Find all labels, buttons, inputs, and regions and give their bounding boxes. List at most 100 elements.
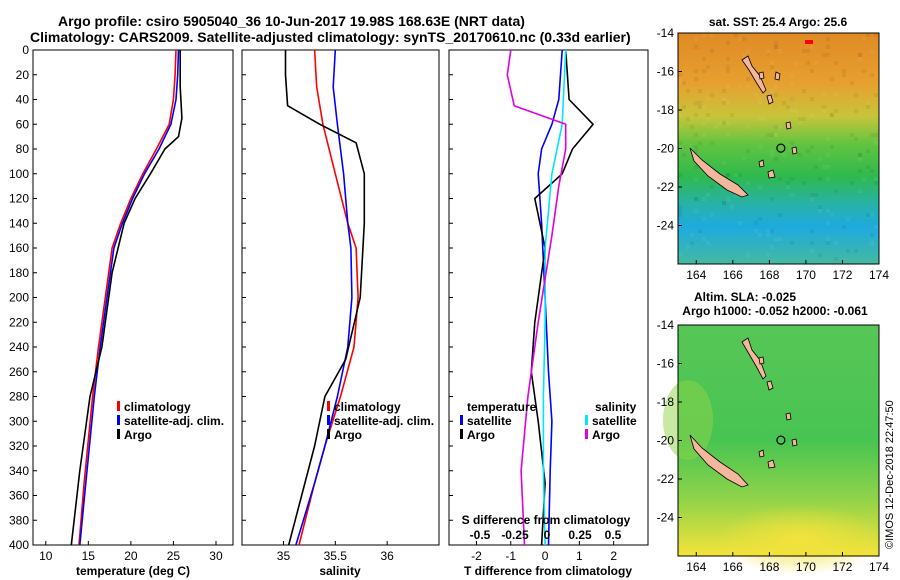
sst-pixel	[822, 165, 826, 169]
sst-pixel	[694, 69, 698, 73]
legend-s-argo: Argo	[592, 428, 620, 442]
sst-pixel	[770, 65, 774, 69]
sst-pixel	[866, 165, 870, 169]
x-tick-label: 25	[167, 549, 181, 563]
temperature-xlabel: temperature (deg C)	[76, 564, 190, 578]
sst-pixel	[694, 133, 698, 137]
sst-pixel	[714, 125, 718, 129]
sst-longitude-axis: 164 166 168 170 172 174	[686, 260, 889, 282]
sst-pixel	[834, 193, 838, 197]
x-tick-label: 35	[277, 549, 291, 563]
depth-tick-label: 300	[9, 414, 29, 428]
sst-pixel	[866, 105, 870, 109]
lon-tick-label: 164	[686, 560, 706, 574]
sst-pixel	[778, 49, 782, 53]
sst-pixel	[826, 165, 830, 169]
sst-pixel	[806, 49, 810, 53]
sst-pixel	[790, 177, 794, 181]
x-tick-label: 35.5	[324, 549, 348, 563]
sst-pixel	[726, 41, 730, 45]
sst-pixel	[842, 225, 846, 229]
sst-pixel	[734, 193, 738, 197]
sst-pixel	[858, 57, 862, 61]
sst-pixel	[818, 209, 822, 213]
sst-pixel	[726, 101, 730, 105]
lat-tick-label: -14	[657, 26, 675, 40]
sst-pixel	[870, 241, 874, 245]
sst-pixel	[678, 125, 682, 129]
lon-tick-label: 174	[869, 560, 889, 574]
sst-pixel	[766, 53, 770, 57]
legend-climatology: climatology	[334, 400, 401, 414]
legend-swatch-climatology	[327, 401, 330, 411]
sst-pixel	[686, 245, 690, 249]
sst-pixel	[866, 101, 870, 105]
sst-pixel	[826, 221, 830, 225]
sst-pixel	[758, 217, 762, 221]
x-tick-label: 0	[542, 549, 549, 563]
x-tick-label: 2	[610, 549, 617, 563]
legend-swatch-satellite	[327, 415, 330, 425]
sst-pixel	[702, 217, 706, 221]
series-temperature-satellite	[537, 49, 563, 546]
sst-pixel	[814, 165, 818, 169]
sst-pixel	[698, 229, 702, 233]
legend-argo: Argo	[334, 428, 362, 442]
sst-pixel	[762, 117, 766, 121]
lon-tick-label: 168	[759, 560, 779, 574]
sst-pixel	[694, 197, 698, 201]
sst-pixel	[814, 193, 818, 197]
sst-pixel	[698, 89, 702, 93]
sst-pixel	[678, 173, 682, 177]
s-tick: 0.5	[605, 528, 622, 542]
depth-tick-label: 160	[9, 241, 29, 255]
sst-pixel	[822, 109, 826, 113]
sst-pixel	[790, 141, 794, 145]
s-tick: -0.5	[470, 528, 491, 542]
difference-series	[449, 49, 594, 546]
sst-pixel	[806, 149, 810, 153]
sst-pixel	[726, 197, 730, 201]
sst-pixel	[770, 229, 774, 233]
s-tick: -0.25	[501, 528, 529, 542]
series-argo	[70, 50, 183, 546]
lat-tick-label: -16	[657, 65, 675, 79]
legend-t-argo: Argo	[467, 428, 495, 442]
sst-pixel	[698, 101, 702, 105]
sst-pixel	[678, 205, 682, 209]
legend-satellite: satellite-adj. clim.	[124, 414, 224, 428]
sst-pixel	[858, 153, 862, 157]
sst-pixel	[698, 105, 702, 109]
sst-pixel	[770, 89, 774, 93]
sst-pixel	[706, 193, 710, 197]
legend-swatch-argo	[117, 429, 120, 439]
sst-pixel	[874, 141, 878, 145]
sst-pixel	[826, 241, 830, 245]
depth-tick-label: 40	[16, 93, 30, 107]
sst-pixel	[810, 241, 814, 245]
sst-pixel	[834, 189, 838, 193]
sst-pixel	[810, 145, 814, 149]
sst-pixel	[678, 213, 682, 217]
depth-tick-label: 380	[9, 513, 29, 527]
lat-tick-label: -20	[657, 434, 675, 448]
sst-pixel	[870, 213, 874, 217]
sst-pixel	[810, 97, 814, 101]
sst-pixel	[702, 57, 706, 61]
sst-pixel	[690, 233, 694, 237]
sst-pixel	[710, 141, 714, 145]
sst-pixel	[830, 113, 834, 117]
sst-pixel	[818, 157, 822, 161]
x-tick-label: 15	[82, 549, 96, 563]
sla-map-subtitle: Argo h1000: -0.052 h2000: -0.061	[682, 304, 868, 318]
sst-pixel	[694, 45, 698, 49]
sst-pixel	[686, 117, 690, 121]
depth-tick-label: 220	[9, 315, 29, 329]
sst-pixel	[866, 33, 870, 37]
sst-pixel	[874, 93, 878, 97]
sst-pixel	[678, 81, 682, 85]
sst-pixel	[786, 105, 790, 109]
depth-tick-label: 100	[9, 167, 29, 181]
sst-pixel	[874, 133, 878, 137]
